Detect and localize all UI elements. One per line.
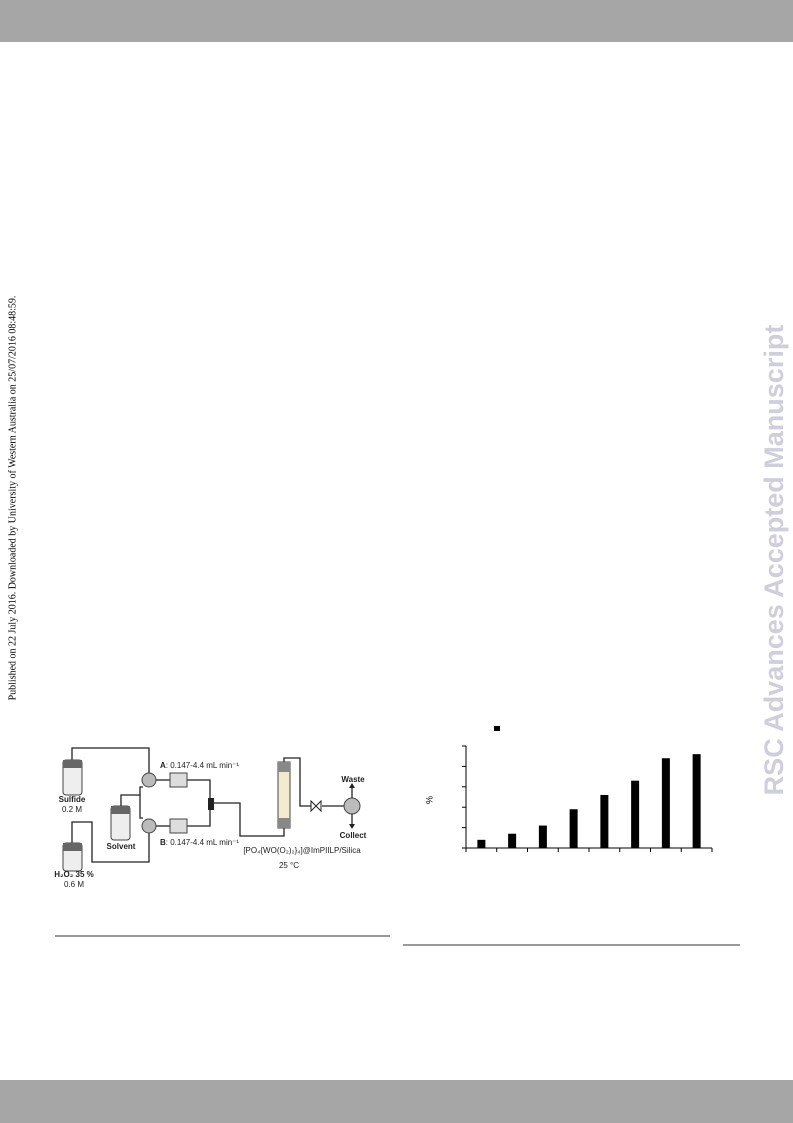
vials (62, 759, 131, 872)
label: Waste (341, 775, 365, 784)
label: B: 0.147-4.4 mL min⁻¹ (160, 838, 239, 847)
label: : 0.147-4.4 mL min⁻¹ (166, 761, 240, 770)
header-bar (0, 0, 793, 42)
bar (661, 758, 670, 848)
bar (600, 794, 609, 848)
flow-diagram: Sulfide 0.2 M H₂O₂ 35 % 0.6 M Solvent A:… (54, 747, 367, 889)
pump (141, 818, 157, 834)
bar (538, 825, 547, 848)
label: [PO₄{WO(O₂)₂}₄]@ImPIILP/Silica (243, 846, 361, 855)
label: Sulfide (59, 795, 86, 804)
pump-head (169, 818, 188, 834)
tubing (71, 747, 355, 863)
label: A: 0.147-4.4 mL min⁻¹ (160, 761, 239, 770)
collector (343, 797, 361, 815)
download-notice: Published on 22 July 2016. Downloaded by… (7, 296, 18, 701)
label: B (160, 838, 166, 847)
mixer (208, 798, 214, 810)
label: 25 °C (279, 861, 299, 870)
label: 0.6 M (64, 880, 84, 889)
label: Solvent (107, 842, 136, 851)
label: A (160, 761, 166, 770)
label: 0.2 M (62, 805, 82, 814)
label: Collect (340, 831, 367, 840)
bar-chart: % (424, 726, 713, 852)
bar (508, 833, 517, 848)
bar (692, 754, 701, 848)
label: : 0.147-4.4 mL min⁻¹ (166, 838, 240, 847)
pump-head (169, 772, 188, 788)
pump (141, 772, 157, 788)
footer-bar (0, 1080, 793, 1123)
bar (631, 780, 640, 848)
bar (569, 809, 578, 848)
label: H₂O₂ 35 % (54, 870, 94, 879)
legend-marker (494, 726, 500, 731)
y-axis-label: % (424, 796, 434, 804)
bar (477, 839, 486, 848)
valve (310, 799, 317, 813)
journal-watermark: RSC Advances Accepted Manuscript (759, 325, 789, 796)
